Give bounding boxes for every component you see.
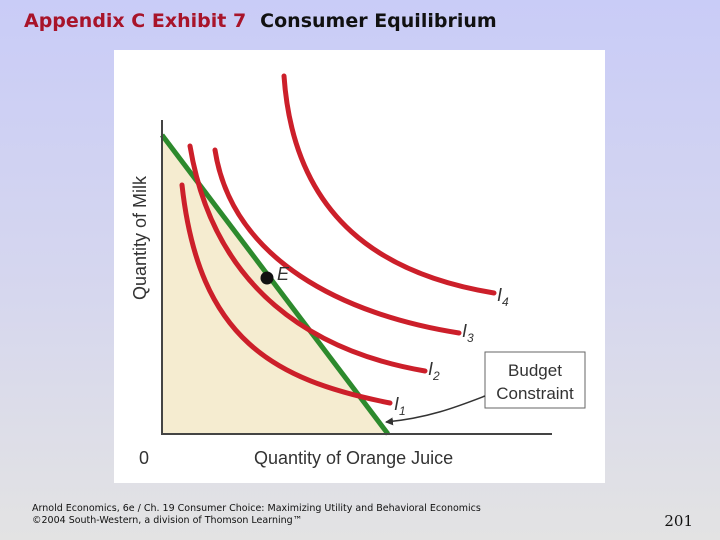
consumer-equilibrium-diagram: E I1 I2 I3 I4 Budget Constraint Quantity… xyxy=(114,50,605,483)
page-title: Consumer Equilibrium xyxy=(260,10,497,32)
curve-label-i2: I2 xyxy=(428,359,440,383)
budget-box-line1: Budget xyxy=(508,361,562,380)
budget-constraint-box xyxy=(484,351,586,409)
slide-title: Appendix C Exhibit 7 Consumer Equilibrium xyxy=(24,10,497,32)
footer-line-1: Arnold Economics, 6e / Ch. 19 Consumer C… xyxy=(32,503,481,514)
budget-box-line2: Constraint xyxy=(496,384,574,403)
page-number: 201 xyxy=(664,512,693,530)
equilibrium-label: E xyxy=(277,264,290,284)
curve-label-i1: I1 xyxy=(394,394,406,418)
indifference-curve-i3 xyxy=(212,147,462,336)
curve-label-i4: I4 xyxy=(497,285,509,309)
exhibit-label: Appendix C Exhibit 7 xyxy=(24,10,247,32)
y-axis-label: Quantity of Milk xyxy=(130,175,150,300)
budget-callout-arrow xyxy=(385,395,486,426)
footer-credit: Arnold Economics, 6e / Ch. 19 Consumer C… xyxy=(32,503,481,527)
indifference-curve-i4 xyxy=(281,73,497,296)
footer-line-2: ©2004 South-Western, a division of Thoms… xyxy=(32,515,303,526)
equilibrium-point xyxy=(260,271,274,285)
indifference-curve-i1 xyxy=(179,182,393,406)
curve-label-i3: I3 xyxy=(462,321,474,345)
x-axis-label: Quantity of Orange Juice xyxy=(254,448,453,468)
indifference-curve-i2b xyxy=(187,143,428,374)
origin-label: 0 xyxy=(139,448,149,468)
